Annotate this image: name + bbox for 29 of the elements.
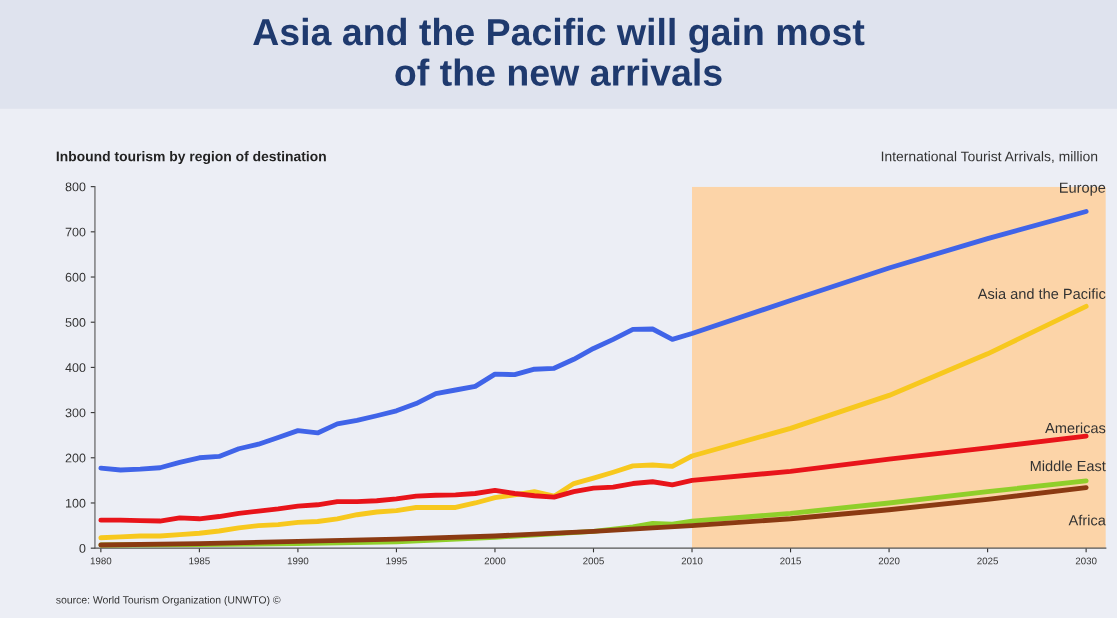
x-tick-label: 2020 xyxy=(878,557,900,565)
x-tick-label: 2030 xyxy=(1075,557,1097,565)
y-tick-label: 0 xyxy=(79,543,86,553)
y-tick-label: 100 xyxy=(66,498,86,508)
chart-title: Asia and the Pacific will gain most of the new arrivals xyxy=(253,17,865,86)
y-tick-label: 400 xyxy=(65,363,86,373)
series-label: Americas xyxy=(1045,422,1106,434)
x-tick-label: 2015 xyxy=(780,557,801,565)
y-tick-label: 600 xyxy=(65,272,86,282)
y-tick-label: 700 xyxy=(65,227,86,237)
y-tick-label: 800 xyxy=(65,182,86,192)
source-note: source: World Tourism Organization (UNWTO) © xyxy=(56,595,281,606)
y-tick-label: 300 xyxy=(65,408,86,418)
y-axis-title: International Tourist Arrivals, million xyxy=(881,151,1098,163)
x-tick-label: 2025 xyxy=(977,557,999,565)
chart-subtitle: Inbound tourism by region of destination xyxy=(56,151,326,165)
series-label: Asia and the Pacific xyxy=(977,288,1106,300)
y-tick-label: 200 xyxy=(65,453,86,463)
series-label: Africa xyxy=(1068,514,1106,526)
x-tick-label: 2005 xyxy=(583,557,604,565)
x-tick-label: 2000 xyxy=(484,557,506,565)
x-tick-label: 1995 xyxy=(386,557,407,565)
series-label: Europe xyxy=(1060,182,1106,196)
x-tick-label: 1985 xyxy=(189,557,210,565)
series-label: Middle East xyxy=(1030,460,1106,472)
x-tick-label: 1980 xyxy=(90,557,112,565)
x-tick-label: 1990 xyxy=(287,557,309,565)
x-tick-label: 2010 xyxy=(681,557,703,565)
y-tick-label: 500 xyxy=(65,318,86,327)
